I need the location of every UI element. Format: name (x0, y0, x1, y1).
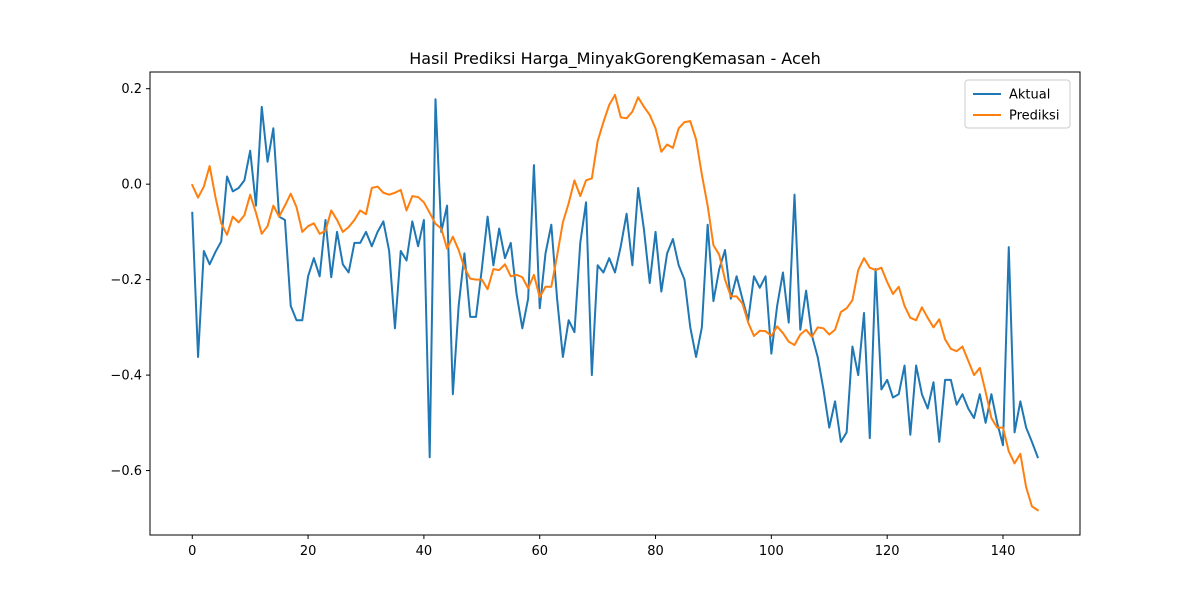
x-tick-label: 0 (188, 544, 196, 559)
series-line-prediksi (190, 93, 1040, 512)
legend-label-aktual: Aktual (1009, 88, 1050, 103)
x-tick-label: 100 (759, 544, 784, 559)
legend-label-prediksi: Prediksi (1009, 109, 1059, 124)
chart-title: Hasil Prediksi Harga_MinyakGorengKemasan… (409, 49, 821, 69)
x-tick-label: 80 (647, 544, 664, 559)
y-tick-label: 0.0 (121, 178, 142, 193)
plot-frame (149, 71, 1081, 536)
series-layer (190, 93, 1040, 512)
y-tick-label: 0.2 (121, 82, 142, 97)
y-tick-label: −0.2 (110, 273, 142, 288)
x-tick-label: 20 (300, 544, 317, 559)
x-tick-label: 60 (531, 544, 548, 559)
x-tick-label: 120 (875, 544, 900, 559)
y-tick-label: −0.4 (110, 369, 142, 384)
legend: Aktual Prediksi (964, 79, 1071, 129)
x-tick-label: 40 (416, 544, 433, 559)
x-tick-label: 140 (991, 544, 1016, 559)
series-line-aktual (191, 98, 1040, 459)
y-tick-label: −0.6 (110, 464, 142, 479)
ticks-layer: 0 20 40 60 80 100 120 140 −0.6 −0.4 −0.2 0.0 0.2 (110, 82, 1015, 559)
